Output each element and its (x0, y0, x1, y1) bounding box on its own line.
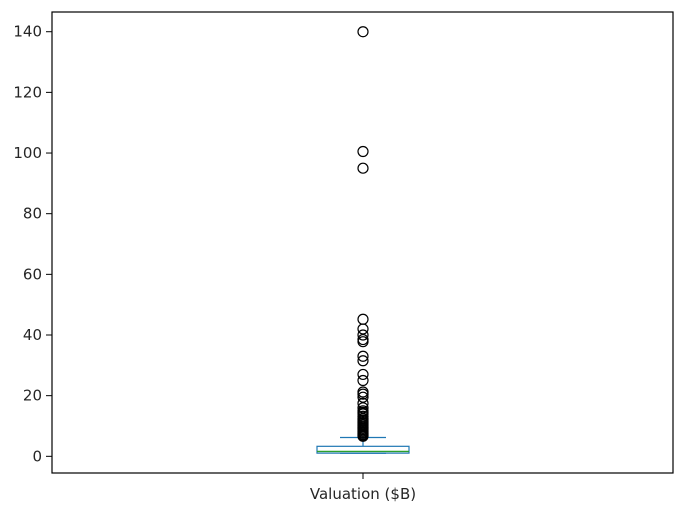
outlier-point (357, 388, 369, 400)
outlier-point (357, 355, 369, 367)
y-tick-label: 40 (23, 326, 42, 344)
outlier-point (357, 350, 369, 362)
outlier-point (357, 374, 369, 387)
outlier-point (357, 329, 369, 341)
y-tick-label: 20 (23, 387, 42, 405)
outlier-point (357, 397, 369, 409)
outlier-point (357, 391, 369, 403)
y-tick-label: 100 (13, 144, 42, 162)
y-tick-label: 140 (13, 23, 42, 41)
x-tick-label: Valuation ($B) (310, 485, 416, 503)
outlier-point (357, 402, 369, 414)
y-tick-label: 80 (23, 205, 42, 223)
y-tick-label: 0 (32, 447, 42, 465)
y-tick-label: 60 (23, 265, 42, 283)
outlier-point (357, 368, 369, 381)
box-plot (316, 436, 410, 454)
outlier-point (357, 26, 369, 38)
outlier-point (357, 430, 369, 442)
axes-frame (51, 11, 674, 474)
outlier-point (357, 336, 369, 348)
outlier-point (357, 162, 369, 174)
plot-area (51, 11, 674, 474)
outlier-points (357, 26, 369, 442)
iqr-box (316, 445, 410, 454)
x-axis-ticks: Valuation ($B) (310, 473, 416, 503)
outlier-point (357, 145, 369, 158)
outlier-point (357, 313, 369, 325)
y-tick-label: 120 (13, 83, 42, 101)
outlier-point (357, 323, 369, 335)
y-axis-ticks: 0 20 40 60 80 100 120 140 (13, 23, 52, 465)
